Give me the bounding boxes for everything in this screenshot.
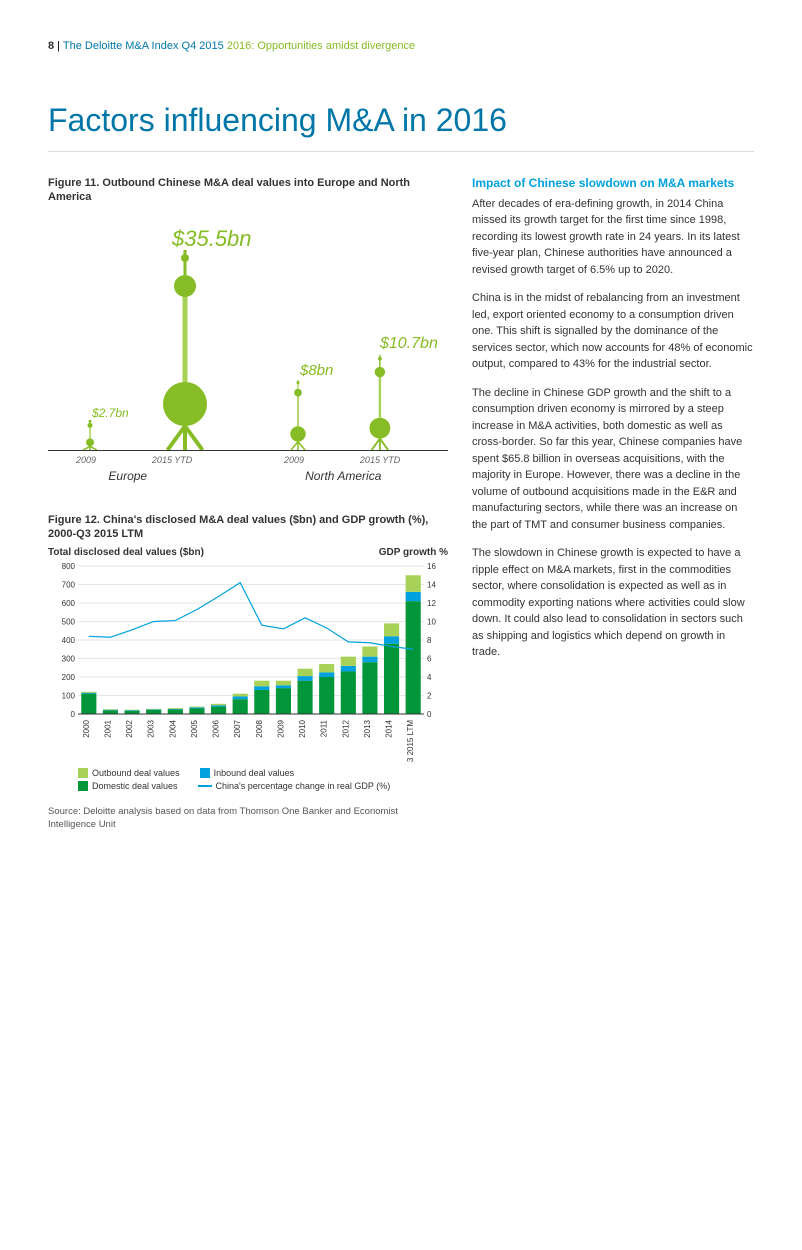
x-label: 2015 YTD (152, 455, 192, 465)
svg-text:8: 8 (427, 636, 432, 645)
tower-label: $10.7bn (380, 335, 438, 353)
x-label: 2009 (76, 455, 96, 465)
figure12-title: Figure 12. China's disclosed M&A deal va… (48, 513, 448, 542)
legend-label: Inbound deal values (214, 768, 295, 778)
svg-text:2005: 2005 (190, 720, 199, 738)
svg-text:2006: 2006 (212, 720, 221, 738)
page: 8 | The Deloitte M&A Index Q4 2015 2016:… (0, 0, 802, 1250)
svg-text:2011: 2011 (320, 720, 329, 738)
body-paragraph: After decades of era-defining growth, in… (472, 196, 754, 279)
body-paragraph: China is in the midst of rebalancing fro… (472, 290, 754, 373)
figure11-region-labels: Europe North America (48, 469, 448, 489)
figure12-chart: Total disclosed deal values ($bn) GDP gr… (48, 547, 448, 762)
svg-text:14: 14 (427, 581, 436, 590)
svg-text:0: 0 (71, 710, 76, 719)
svg-text:2008: 2008 (255, 720, 264, 738)
header-main: The Deloitte M&A Index Q4 2015 (63, 40, 224, 52)
figure11-x-labels: 2009 2015 YTD 2009 2015 YTD (48, 455, 448, 467)
page-title: Factors influencing M&A in 2016 (48, 102, 754, 139)
figure11-title: Figure 11. Outbound Chinese M&A deal val… (48, 176, 448, 205)
svg-text:Q3 2015 LTM: Q3 2015 LTM (406, 720, 415, 762)
svg-text:2009: 2009 (276, 720, 285, 738)
tower-label: $2.7bn (92, 406, 129, 420)
tower: $2.7bn (80, 420, 100, 450)
svg-text:2014: 2014 (385, 720, 394, 738)
tower-icon (368, 355, 392, 450)
svg-text:600: 600 (62, 599, 76, 608)
x-label: 2009 (284, 455, 304, 465)
legend-item: Inbound deal values (200, 768, 295, 778)
svg-text:400: 400 (62, 636, 76, 645)
svg-text:2002: 2002 (125, 720, 134, 738)
region-label: Europe (108, 469, 147, 483)
legend-swatch (78, 781, 88, 791)
legend-swatch (200, 768, 210, 778)
tower-icon (80, 420, 100, 450)
legend-swatch (78, 768, 88, 778)
page-header: 8 | The Deloitte M&A Index Q4 2015 2016:… (48, 40, 754, 52)
legend-label: Outbound deal values (92, 768, 180, 778)
svg-text:700: 700 (62, 581, 76, 590)
right-axis-title: GDP growth % (379, 547, 448, 558)
body-paragraph: The decline in Chinese GDP growth and th… (472, 385, 754, 534)
svg-text:2010: 2010 (298, 720, 307, 738)
tower: $8bn (288, 380, 308, 450)
svg-text:2000: 2000 (82, 720, 91, 738)
svg-text:0: 0 (427, 710, 432, 719)
legend-label: China's percentage change in real GDP (%… (216, 781, 391, 791)
svg-text:500: 500 (62, 618, 76, 627)
tower: $10.7bn (368, 355, 392, 450)
tower-label: $35.5bn (172, 226, 252, 252)
svg-text:2003: 2003 (147, 720, 156, 738)
svg-text:2: 2 (427, 692, 432, 701)
legend-label: Domestic deal values (92, 781, 178, 791)
figure12-svg: 0 100 200 300 400 500 600 700 800 0 2 4 6 8 10 12 14 16 20… (48, 562, 448, 762)
region-label: North America (305, 469, 381, 483)
legend-item: Outbound deal values (78, 768, 180, 778)
legend-item: Domestic deal values (78, 781, 178, 791)
header-sub: 2016: Opportunities amidst divergence (224, 40, 415, 52)
tower-icon (160, 250, 210, 450)
legend-line (198, 785, 212, 787)
svg-text:2012: 2012 (341, 720, 350, 738)
svg-text:100: 100 (62, 692, 76, 701)
svg-text:2013: 2013 (363, 720, 372, 738)
svg-text:12: 12 (427, 599, 436, 608)
tower-icon (288, 380, 308, 450)
left-column: Figure 11. Outbound Chinese M&A deal val… (48, 176, 448, 832)
figure12-source: Source: Deloitte analysis based on data … (48, 805, 448, 832)
svg-text:2007: 2007 (233, 720, 242, 738)
svg-text:16: 16 (427, 562, 436, 571)
section-heading: Impact of Chinese slowdown on M&A market… (472, 176, 754, 192)
right-column: Impact of Chinese slowdown on M&A market… (472, 176, 754, 832)
svg-text:200: 200 (62, 673, 76, 682)
title-divider (48, 151, 754, 152)
svg-text:4: 4 (427, 673, 432, 682)
header-separator: | (54, 40, 63, 52)
content-columns: Figure 11. Outbound Chinese M&A deal val… (48, 176, 754, 832)
legend-item: China's percentage change in real GDP (%… (198, 781, 391, 791)
svg-text:800: 800 (62, 562, 76, 571)
svg-text:10: 10 (427, 618, 436, 627)
svg-text:2001: 2001 (103, 720, 112, 738)
figure12-legend: Outbound deal values Inbound deal values D… (78, 768, 448, 791)
tower-label: $8bn (300, 362, 333, 379)
figure11-infographic: $2.7bn $35.5bn $8bn $10.7bn (48, 211, 448, 451)
svg-text:6: 6 (427, 655, 432, 664)
left-axis-title: Total disclosed deal values ($bn) (48, 547, 204, 558)
svg-text:2004: 2004 (168, 720, 177, 738)
tower: $35.5bn (160, 250, 210, 450)
body-paragraph: The slowdown in Chinese growth is expect… (472, 545, 754, 661)
svg-text:300: 300 (62, 655, 76, 664)
paragraphs-container: After decades of era-defining growth, in… (472, 196, 754, 661)
x-label: 2015 YTD (360, 455, 400, 465)
